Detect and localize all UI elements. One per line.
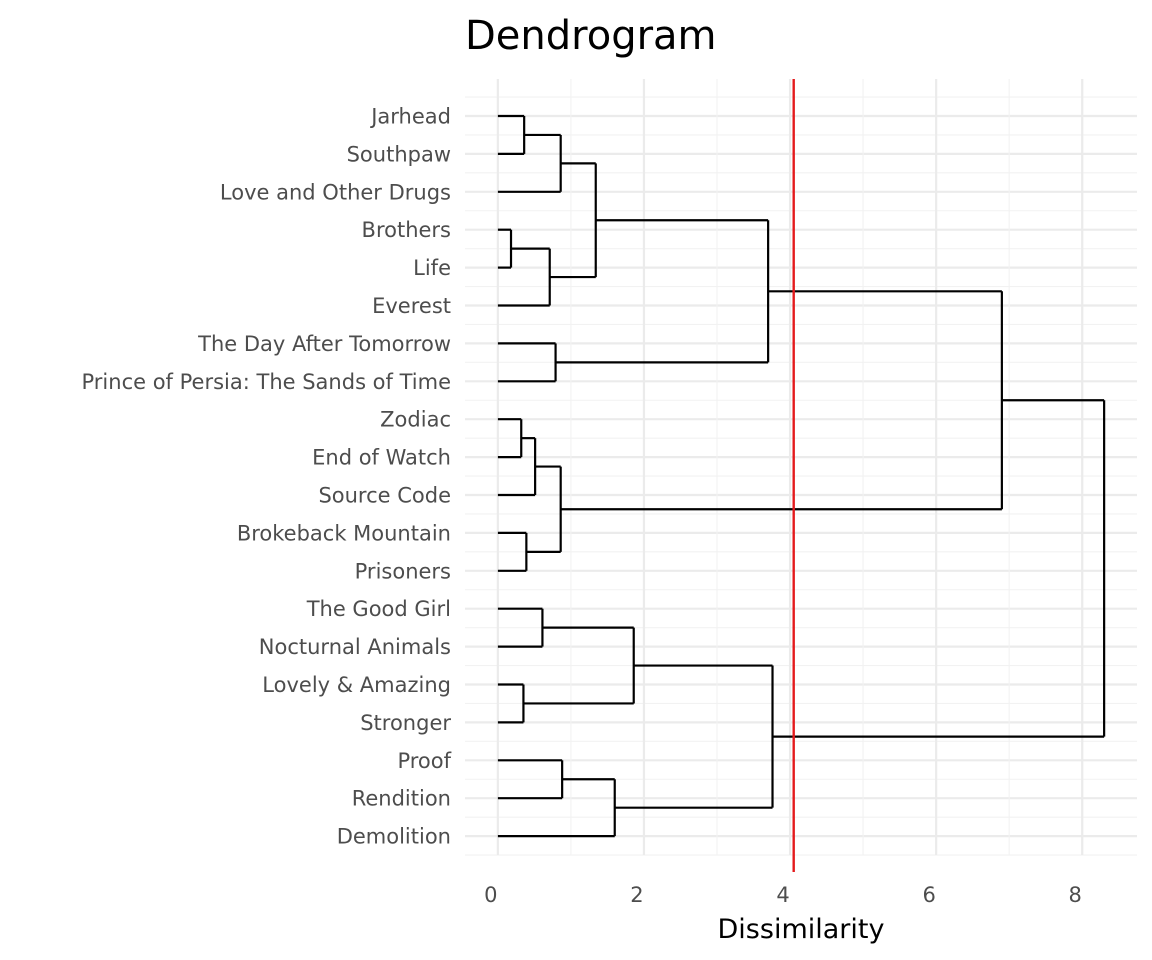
leaf-label: Brothers — [362, 218, 451, 242]
grid-layer — [465, 79, 1137, 856]
leaf-label: Life — [413, 256, 451, 280]
x-tick-label: 4 — [776, 883, 789, 907]
leaf-label: Source Code — [318, 484, 451, 508]
x-tick-label: 0 — [484, 883, 497, 907]
leaf-label: Jarhead — [369, 105, 451, 129]
leaf-label: Prisoners — [355, 559, 451, 583]
x-axis-title: Dissimilarity — [718, 914, 885, 945]
leaf-label: Everest — [372, 294, 451, 318]
chart-title: Dendrogram — [465, 13, 717, 59]
leaf-label: Southpaw — [347, 142, 451, 166]
x-tick-label: 6 — [922, 883, 935, 907]
leaf-label: The Good Girl — [306, 597, 451, 621]
dendrogram-branches — [497, 114, 1106, 838]
leaf-label: Proof — [397, 749, 451, 773]
leaf-label: Nocturnal Animals — [259, 635, 451, 659]
leaf-label: Rendition — [352, 787, 451, 811]
leaf-label: The Day After Tomorrow — [197, 332, 451, 356]
x-axis-tick-labels: 0 2 4 6 8 — [484, 883, 1082, 907]
leaf-label: End of Watch — [312, 446, 451, 470]
leaf-labels: Jarhead Southpaw Love and Other Drugs Broth… — [82, 105, 452, 849]
leaf-label: Zodiac — [380, 408, 451, 432]
x-tick-label: 2 — [630, 883, 643, 907]
leaf-label: Love and Other Drugs — [220, 180, 451, 204]
leaf-label: Brokeback Mountain — [237, 521, 451, 545]
leaf-label: Lovely & Amazing — [262, 673, 451, 697]
leaf-label: Prince of Persia: The Sands of Time — [82, 370, 452, 394]
leaf-label: Demolition — [337, 825, 451, 849]
leaf-label: Stronger — [360, 711, 451, 735]
plot-panel — [465, 79, 1137, 872]
x-tick-label: 8 — [1069, 883, 1082, 907]
